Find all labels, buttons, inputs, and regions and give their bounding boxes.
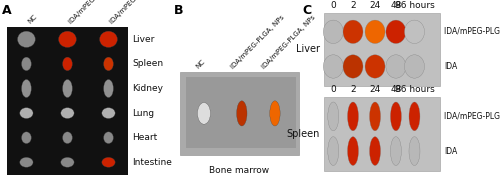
Ellipse shape [22,132,32,144]
Ellipse shape [409,137,420,165]
Text: Liver: Liver [296,44,320,55]
Ellipse shape [100,31,117,47]
Text: 96 hours: 96 hours [394,86,434,94]
Text: IDA/mPEG-PLGA, NPs: IDA/mPEG-PLGA, NPs [444,27,500,36]
Ellipse shape [404,55,424,78]
Ellipse shape [390,137,402,165]
Ellipse shape [386,55,406,78]
Ellipse shape [348,102,358,131]
Text: Intestine: Intestine [132,158,172,167]
Text: 2: 2 [350,1,356,10]
Ellipse shape [104,80,114,98]
Ellipse shape [18,31,36,47]
Ellipse shape [58,31,76,47]
Text: IDA/mPEG-PLGA, NPs: IDA/mPEG-PLGA, NPs [230,14,286,70]
Ellipse shape [22,80,32,98]
Text: B: B [174,4,184,17]
Text: Spleen: Spleen [286,129,320,139]
Text: 48: 48 [390,86,402,94]
Ellipse shape [343,55,363,78]
Ellipse shape [328,137,339,165]
Text: NC: NC [194,59,206,70]
Text: 2: 2 [350,86,356,94]
Ellipse shape [343,20,363,44]
Ellipse shape [62,132,72,144]
Text: 48: 48 [390,1,402,10]
Text: IDA/mPEG-PLGA, NPs: IDA/mPEG-PLGA, NPs [260,14,316,70]
Text: 0: 0 [330,1,336,10]
Ellipse shape [102,108,115,118]
Ellipse shape [104,57,114,71]
Ellipse shape [370,102,380,131]
Ellipse shape [348,137,358,165]
Text: A: A [2,4,12,17]
Ellipse shape [198,103,210,124]
Ellipse shape [386,20,406,44]
Text: Bone marrow: Bone marrow [210,166,270,175]
Text: Liver: Liver [132,35,154,44]
Bar [186,77,296,148]
Ellipse shape [61,108,74,118]
Ellipse shape [62,57,72,71]
Text: 96 hours: 96 hours [394,1,434,10]
Ellipse shape [61,157,74,167]
Text: NC: NC [26,14,38,25]
Text: IDA/mPEG-PLGA, NPs: IDA/mPEG-PLGA, NPs [444,112,500,121]
Ellipse shape [22,57,32,71]
Text: IDA/mPEG-PLGA, NPs: IDA/mPEG-PLGA, NPs [108,0,164,25]
Ellipse shape [370,137,380,165]
Ellipse shape [236,101,247,126]
Text: Heart: Heart [132,133,158,142]
Ellipse shape [20,108,33,118]
Ellipse shape [62,80,72,98]
Text: Kidney: Kidney [132,84,163,93]
Text: IDA: IDA [444,62,457,71]
Ellipse shape [270,101,280,126]
Text: IDA/mPEG-PLGA, NPs: IDA/mPEG-PLGA, NPs [68,0,123,25]
Bar [7,27,128,175]
Text: 24: 24 [370,86,380,94]
Ellipse shape [409,102,420,131]
Text: IDA: IDA [444,147,457,156]
Text: Spleen: Spleen [132,59,164,68]
Ellipse shape [104,132,114,144]
Ellipse shape [328,102,339,131]
Ellipse shape [102,157,115,167]
Ellipse shape [404,20,424,44]
Bar [324,13,440,86]
Bar [180,72,298,155]
Text: C: C [302,4,311,17]
Ellipse shape [324,55,344,78]
Ellipse shape [390,102,402,131]
Bar [324,97,440,171]
Text: 0: 0 [330,86,336,94]
Ellipse shape [365,20,385,44]
Ellipse shape [365,55,385,78]
Ellipse shape [324,20,344,44]
Text: 24: 24 [370,1,380,10]
Ellipse shape [20,157,33,167]
Text: Lung: Lung [132,109,154,118]
